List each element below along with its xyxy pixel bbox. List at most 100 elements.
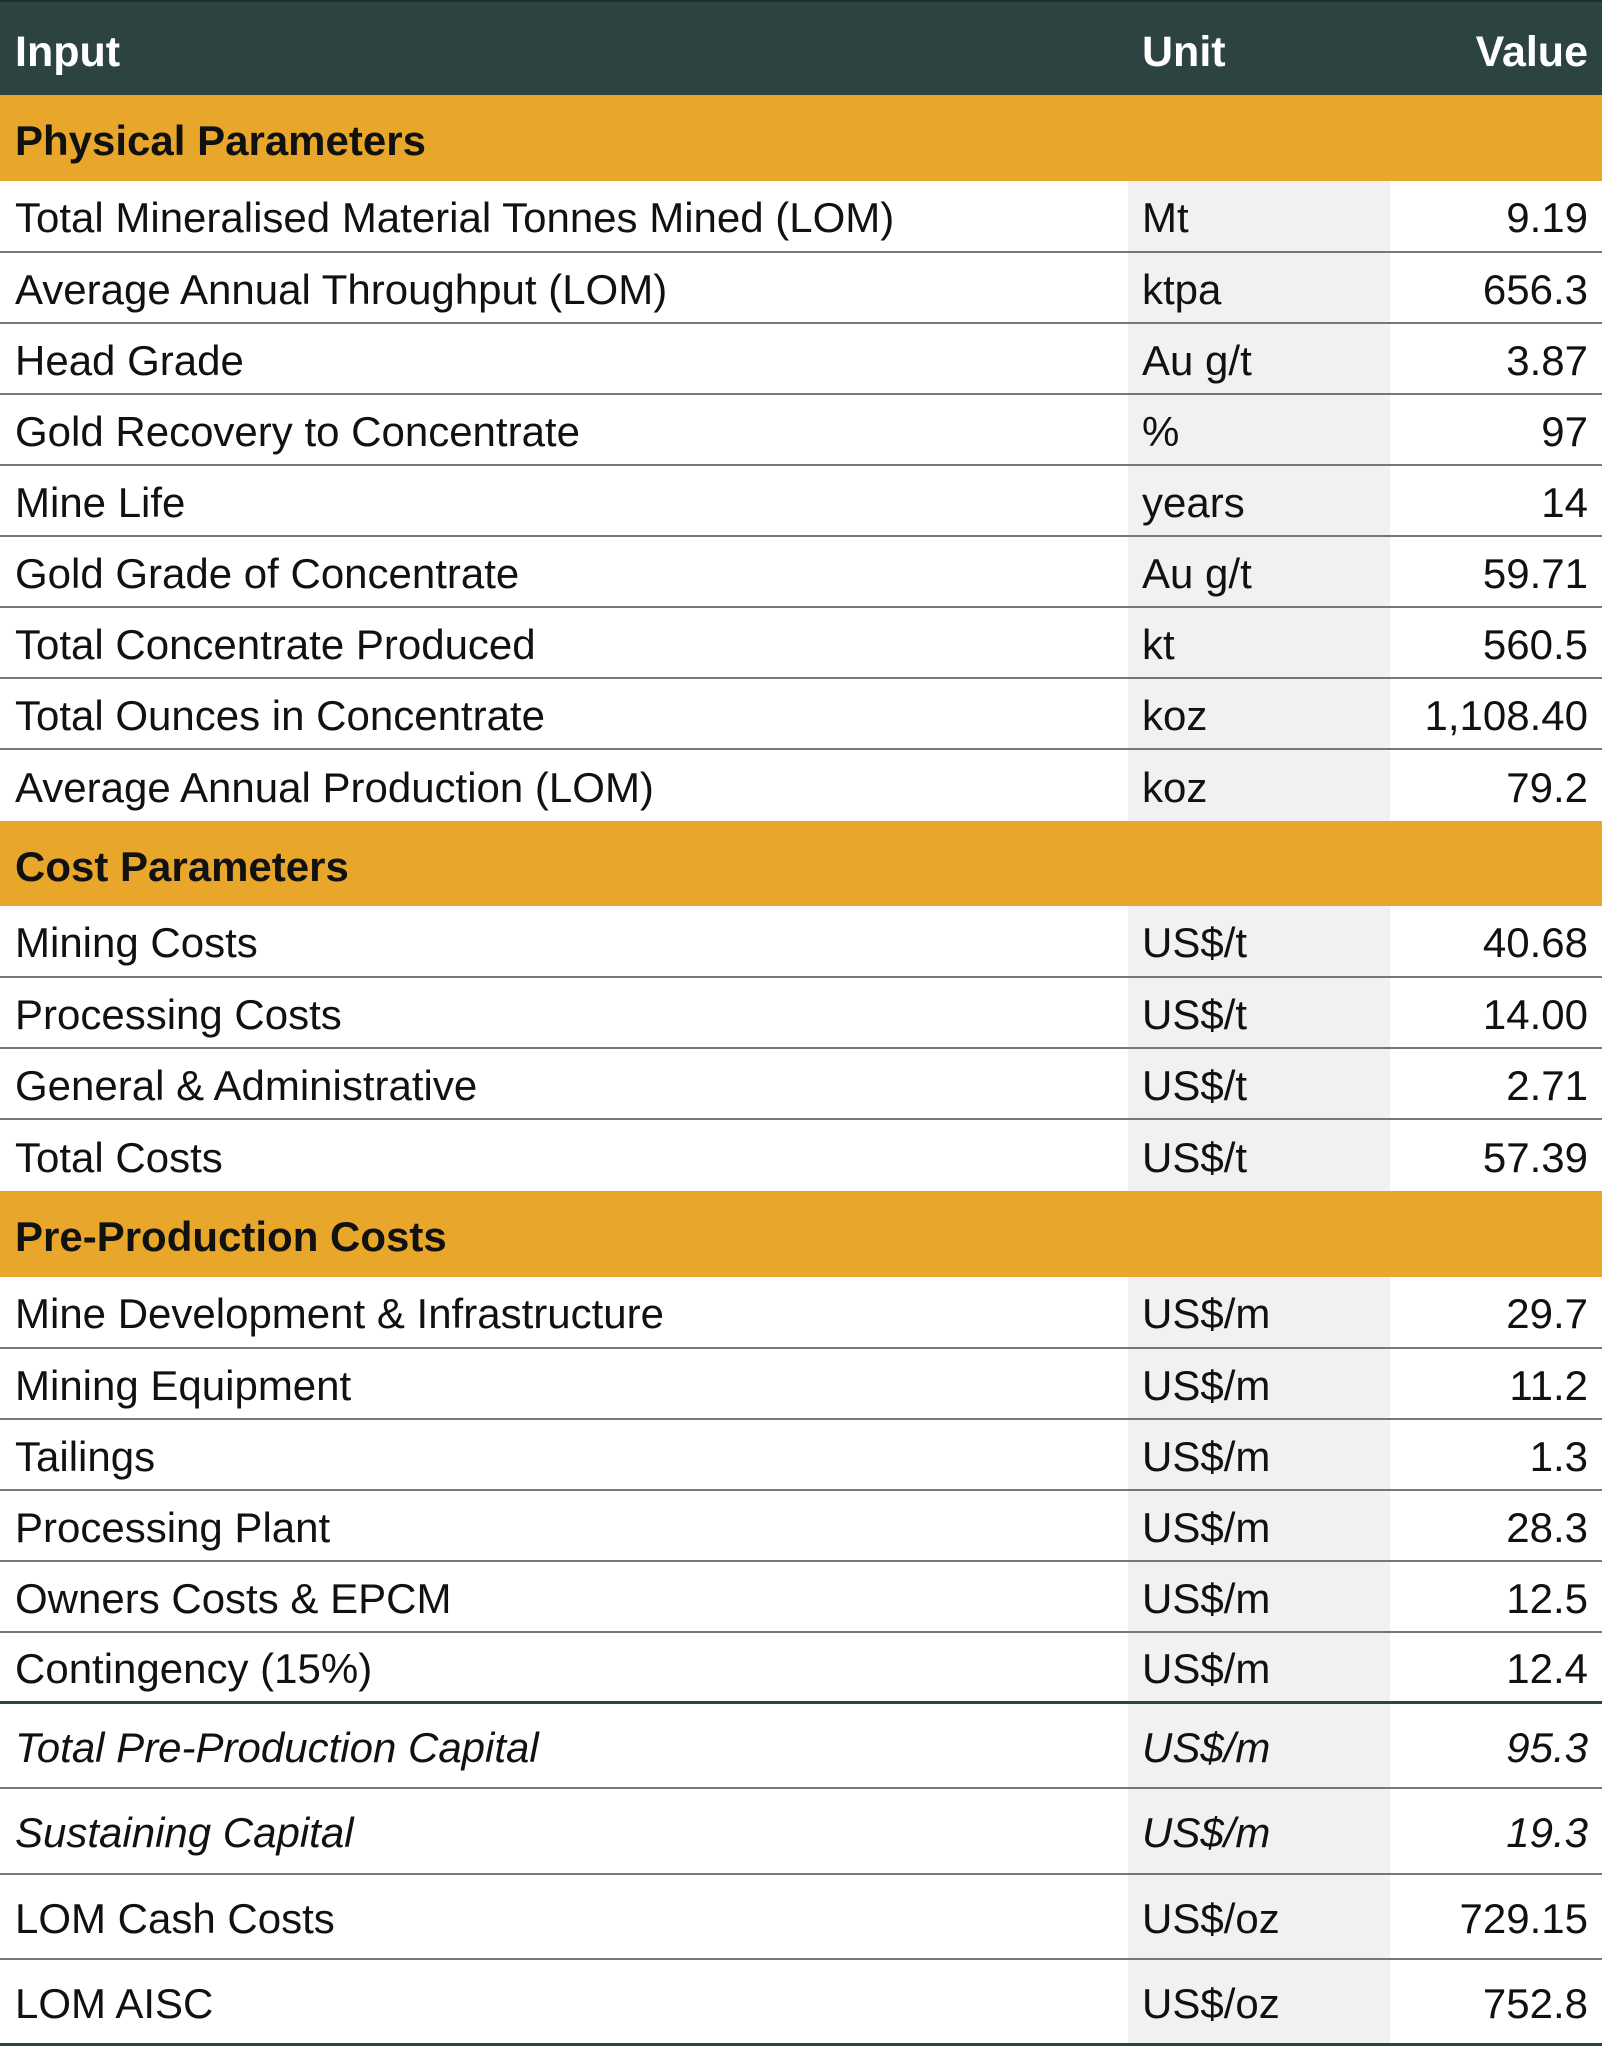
table-row: General & Administrative US$/t 2.71	[0, 1049, 1602, 1120]
row-unit: US$/m	[1128, 1562, 1390, 1631]
table-row-sustaining-capital: Sustaining Capital US$/m 19.3	[0, 1789, 1602, 1875]
table-row: Average Annual Throughput (LOM) ktpa 656…	[0, 253, 1602, 324]
section-cost-parameters: Cost Parameters	[0, 821, 1602, 906]
row-value: 97	[1541, 407, 1588, 455]
row-unit: US$/oz	[1128, 1875, 1390, 1958]
table-row: Processing Costs US$/t 14.00	[0, 978, 1602, 1049]
table-row: Average Annual Production (LOM) koz 79.2	[0, 750, 1602, 821]
row-input: Processing Plant	[15, 1503, 331, 1551]
row-input: Owners Costs & EPCM	[15, 1574, 452, 1622]
table-row: Total Concentrate Produced kt 560.5	[0, 608, 1602, 679]
row-value: 1.3	[1529, 1432, 1588, 1480]
row-input: Contingency (15%)	[15, 1645, 373, 1692]
table-row: Tailings US$/m 1.3	[0, 1420, 1602, 1491]
header-unit: Unit	[1142, 28, 1226, 76]
section-physical-parameters: Physical Parameters	[0, 95, 1602, 181]
row-input: Average Annual Production (LOM)	[15, 763, 654, 811]
row-input: Mine Life	[15, 478, 186, 526]
table-row: Owners Costs & EPCM US$/m 12.5	[0, 1562, 1602, 1633]
table-row: Total Mineralised Material Tonnes Mined …	[0, 181, 1602, 253]
section-title: Cost Parameters	[15, 842, 349, 890]
table-row: Mine Development & Infrastructure US$/m …	[0, 1277, 1602, 1349]
table-row-lom-cash-costs: LOM Cash Costs US$/oz 729.15	[0, 1875, 1602, 1960]
table-row: Gold Recovery to Concentrate % 97	[0, 395, 1602, 466]
row-unit: years	[1128, 466, 1390, 535]
row-unit: US$/m	[1128, 1789, 1390, 1873]
header-value: Value	[1475, 28, 1588, 76]
table-row: Gold Grade of Concentrate Au g/t 59.71	[0, 537, 1602, 608]
table-row: Mining Costs US$/t 40.68	[0, 906, 1602, 978]
row-value: 752.8	[1482, 1979, 1588, 2027]
row-value: 729.15	[1459, 1894, 1588, 1942]
section-title: Pre-Production Costs	[15, 1213, 447, 1260]
row-value: 2.71	[1506, 1061, 1588, 1109]
row-unit: Mt	[1128, 181, 1390, 251]
row-unit: US$/t	[1128, 1120, 1390, 1191]
row-value: 19.3	[1506, 1809, 1588, 1856]
row-value: 57.39	[1482, 1133, 1588, 1181]
table-row: Mining Equipment US$/m 11.2	[0, 1349, 1602, 1420]
row-value: 14.00	[1482, 990, 1588, 1038]
table-row: Total Ounces in Concentrate koz 1,108.40	[0, 679, 1602, 750]
row-input: Total Mineralised Material Tonnes Mined …	[15, 194, 895, 241]
table-row: Total Costs US$/t 57.39	[0, 1120, 1602, 1191]
row-value: 28.3	[1506, 1503, 1588, 1551]
row-value: 11.2	[1509, 1361, 1588, 1409]
row-unit: US$/m	[1128, 1704, 1390, 1787]
row-value: 79.2	[1506, 763, 1588, 811]
row-input: Mining Equipment	[15, 1361, 352, 1409]
table-row: Processing Plant US$/m 28.3	[0, 1491, 1602, 1562]
row-input: Tailings	[15, 1432, 156, 1480]
row-unit: US$/m	[1128, 1491, 1390, 1560]
row-input: Total Costs	[15, 1133, 223, 1181]
row-value: 9.19	[1506, 194, 1588, 241]
row-unit: US$/t	[1128, 978, 1390, 1047]
row-value: 3.87	[1506, 336, 1588, 384]
row-value: 14	[1541, 478, 1588, 526]
row-unit: US$/m	[1128, 1420, 1390, 1489]
table-row: Contingency (15%) US$/m 12.4	[0, 1633, 1602, 1704]
table-row-lom-aisc: LOM AISC US$/oz 752.8	[0, 1960, 1602, 2046]
row-unit: kt	[1128, 608, 1390, 677]
row-input: LOM Cash Costs	[15, 1894, 335, 1942]
row-unit: ktpa	[1128, 253, 1390, 322]
table-row-total-pre-production-capital: Total Pre-Production Capital US$/m 95.3	[0, 1704, 1602, 1789]
row-value: 12.4	[1506, 1645, 1588, 1692]
table-header: Input Unit Value	[0, 0, 1602, 95]
row-value: 656.3	[1482, 265, 1588, 313]
table-row: Mine Life years 14	[0, 466, 1602, 537]
row-input: General & Administrative	[15, 1061, 478, 1109]
row-value: 29.7	[1506, 1290, 1588, 1337]
row-input: Total Ounces in Concentrate	[15, 691, 545, 739]
row-input: Processing Costs	[15, 990, 342, 1038]
row-unit: US$/t	[1128, 1049, 1390, 1118]
row-value: 560.5	[1482, 620, 1588, 668]
row-input: Mining Costs	[15, 919, 258, 966]
row-input: Average Annual Throughput (LOM)	[15, 265, 668, 313]
row-unit: US$/m	[1128, 1277, 1390, 1347]
row-unit: US$/m	[1128, 1633, 1390, 1701]
row-input: Gold Recovery to Concentrate	[15, 407, 580, 455]
row-input: Mine Development & Infrastructure	[15, 1290, 664, 1337]
row-value: 59.71	[1482, 549, 1588, 597]
row-unit: koz	[1128, 750, 1390, 821]
row-unit: US$/t	[1128, 906, 1390, 976]
row-input: Total Concentrate Produced	[15, 620, 536, 668]
row-unit: koz	[1128, 679, 1390, 748]
row-value: 1,108.40	[1424, 691, 1589, 739]
row-unit: US$/oz	[1128, 1960, 1390, 2043]
row-input: LOM AISC	[15, 1979, 214, 2027]
section-pre-production-costs: Pre-Production Costs	[0, 1191, 1602, 1277]
row-unit: %	[1128, 395, 1390, 464]
row-input: Head Grade	[15, 336, 244, 384]
row-input: Sustaining Capital	[15, 1809, 354, 1856]
row-value: 12.5	[1506, 1574, 1588, 1622]
row-input: Total Pre-Production Capital	[15, 1723, 539, 1771]
table-row: Head Grade Au g/t 3.87	[0, 324, 1602, 395]
row-input: Gold Grade of Concentrate	[15, 549, 520, 597]
row-value: 40.68	[1482, 919, 1588, 966]
row-unit: Au g/t	[1128, 537, 1390, 606]
section-title: Physical Parameters	[15, 117, 426, 164]
header-input: Input	[15, 28, 121, 76]
